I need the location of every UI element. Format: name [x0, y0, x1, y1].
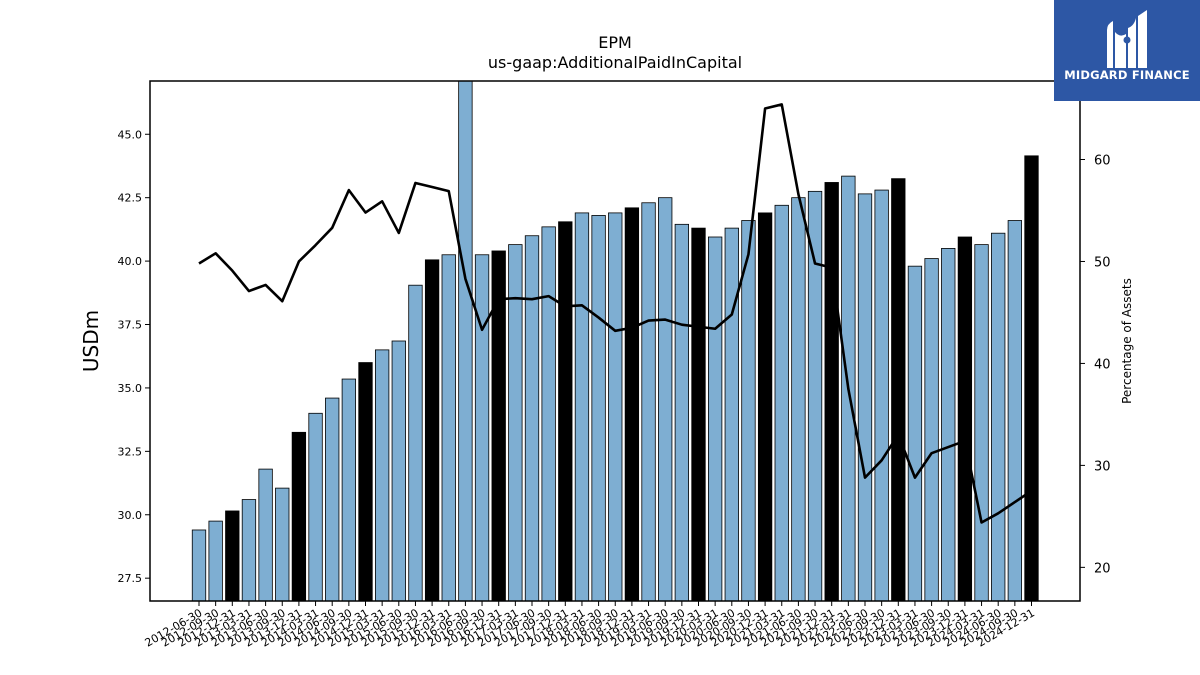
bar	[574, 212, 590, 602]
bar	[1024, 155, 1039, 602]
chart-subtitle: us-gaap:AdditionalPaidInCapital	[488, 53, 742, 72]
bar	[524, 235, 540, 602]
bar	[674, 223, 689, 602]
bar	[824, 182, 839, 602]
bar	[857, 193, 873, 602]
line-series-path	[198, 103, 1033, 524]
bar	[241, 499, 257, 602]
y-axis-right: 20 30 40 50 60	[1080, 154, 1111, 576]
y2-tick-label: 60	[1094, 154, 1111, 169]
bar	[474, 254, 490, 602]
plot-frame	[149, 80, 1081, 602]
y-tick-label: 30.0	[118, 509, 143, 522]
bar	[807, 190, 823, 602]
brand-logo: MIDGARD FINANCE	[1054, 0, 1200, 101]
y-tick-label: 35.0	[118, 382, 143, 395]
bar	[341, 378, 357, 602]
y-axis-left: 27.5 30.0 32.5 35.0 37.5 40.0 42.5 45.0	[118, 128, 150, 585]
bar	[208, 520, 223, 602]
bar	[774, 204, 789, 602]
y-tick-label: 27.5	[118, 572, 143, 585]
chart-title: EPM	[598, 33, 632, 52]
bar	[191, 529, 207, 602]
bar	[708, 236, 723, 602]
bar	[391, 340, 406, 602]
y-tick-label: 37.5	[118, 319, 143, 332]
logo-mark-icon	[1107, 10, 1147, 68]
bar	[757, 212, 773, 602]
bar	[325, 397, 340, 602]
bar	[907, 265, 923, 602]
y-tick-label: 42.5	[118, 192, 143, 205]
bar-series	[191, 80, 1039, 602]
bar	[624, 207, 640, 602]
bar	[225, 510, 240, 602]
bar	[458, 80, 473, 602]
bar	[1007, 220, 1022, 602]
bar	[424, 259, 440, 602]
bar	[374, 349, 390, 602]
bar	[874, 189, 889, 602]
y2-tick-label: 20	[1094, 561, 1111, 576]
bar	[291, 431, 307, 602]
bar	[691, 227, 706, 602]
y2-tick-label: 50	[1094, 255, 1111, 270]
logo-text: MIDGARD FINANCE	[1064, 68, 1190, 82]
y-tick-label: 45.0	[118, 128, 143, 141]
y-tick-label: 32.5	[118, 445, 143, 458]
bar	[308, 412, 323, 602]
bar	[258, 468, 273, 602]
bar	[608, 212, 623, 602]
bar	[541, 226, 556, 602]
bar	[591, 215, 606, 602]
y2-tick-label: 30	[1094, 459, 1111, 474]
bar	[658, 197, 673, 602]
bar	[275, 487, 290, 602]
bar	[991, 232, 1006, 602]
bar	[791, 197, 806, 602]
bar	[641, 202, 656, 602]
bar	[741, 220, 756, 602]
bar	[957, 236, 973, 602]
bar	[358, 362, 373, 602]
bar	[724, 227, 739, 602]
bar	[441, 254, 456, 602]
y-axis-label: USDm	[79, 310, 103, 372]
bar	[558, 221, 573, 602]
bar	[941, 248, 956, 602]
bar	[891, 178, 906, 602]
bar	[408, 284, 423, 602]
line-series	[198, 103, 1033, 524]
bar	[974, 244, 989, 602]
y2-tick-label: 40	[1094, 357, 1111, 372]
x-axis: 2012-06-302012-09-302012-12-312013-03-31…	[143, 601, 1037, 650]
y-tick-label: 40.0	[118, 255, 143, 268]
y2-axis-label: Percentage of Assets	[1120, 278, 1134, 404]
bar	[491, 250, 506, 602]
bar	[924, 258, 939, 602]
